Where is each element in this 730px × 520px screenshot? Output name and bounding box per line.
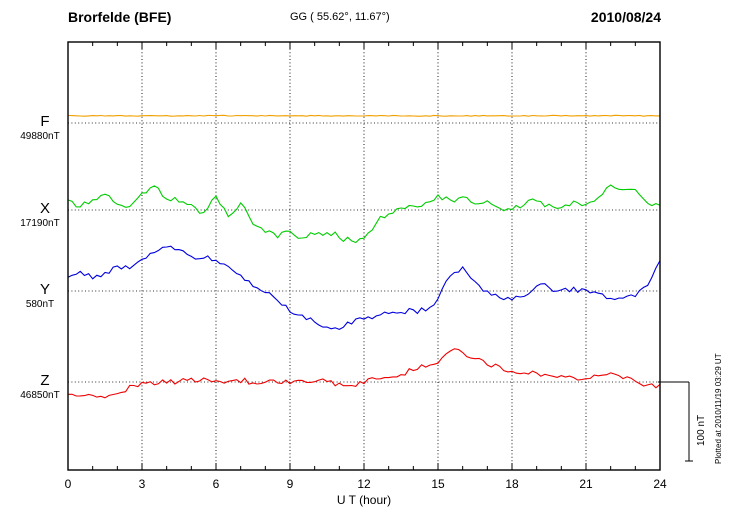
x-axis-title: U T (hour): [337, 493, 391, 507]
x-tick-label-18: 18: [505, 477, 519, 491]
x-tick-label-9: 9: [287, 477, 294, 491]
series-Z-value: 46850nT: [20, 390, 59, 401]
scalebar-label: 100 nT: [696, 415, 707, 446]
x-tick-label-21: 21: [579, 477, 593, 491]
plot-watermark: Plotted at 2010/11/19 03:29 UT: [714, 353, 723, 464]
series-Y-letter: Y: [40, 281, 50, 298]
gridlines: [67, 42, 661, 470]
x-tick-label-24: 24: [653, 477, 667, 491]
series-F-line: [67, 114, 661, 117]
station-title: Brorfelde (BFE): [68, 9, 171, 25]
date-label: 2010/08/24: [591, 9, 661, 25]
series-Z-letter: Z: [40, 372, 49, 389]
series-Z-line: [68, 348, 661, 399]
x-tick-label-0: 0: [65, 477, 72, 491]
plot-border: [67, 41, 661, 471]
series-Y-line: [67, 245, 661, 331]
coords-label: GG ( 55.62°, 11.67°): [290, 11, 390, 23]
x-tick-label-6: 6: [213, 477, 220, 491]
series-X-value: 17190nT: [20, 218, 59, 229]
x-tick-label-15: 15: [431, 477, 445, 491]
series-traces: [67, 114, 661, 399]
x-tick-label-12: 12: [357, 477, 371, 491]
scale-bar: [658, 381, 693, 462]
series-F-letter: F: [40, 113, 49, 130]
series-Y-value: 580nT: [26, 299, 54, 310]
series-F-value: 49880nT: [20, 131, 59, 142]
x-tick-label-3: 3: [139, 477, 146, 491]
baseline-lines: [68, 122, 660, 383]
series-X-line: [67, 184, 661, 244]
x-tick-labels: 0 3 6 9 12 15 18 21 24: [65, 477, 667, 491]
series-X-letter: X: [40, 200, 50, 217]
